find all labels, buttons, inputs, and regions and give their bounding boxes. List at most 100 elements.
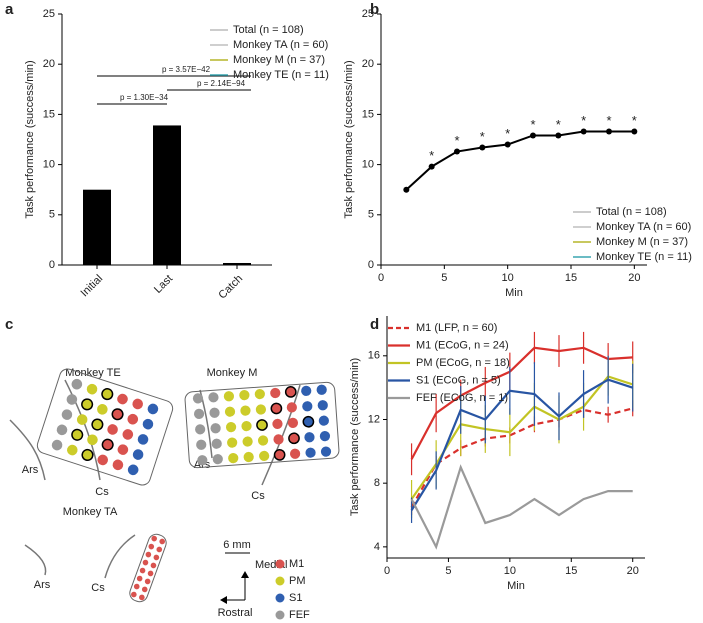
- legend-label: FEF: [289, 609, 310, 621]
- electrode: [225, 422, 237, 433]
- legend-label: Monkey TA (n = 60): [233, 39, 328, 51]
- legend-label: FEF (ECoG, n = 1): [416, 392, 508, 404]
- x-axis-label: Min: [507, 580, 525, 592]
- electrode: [254, 388, 265, 400]
- electrode: [71, 428, 84, 441]
- significance-marker: *: [581, 113, 586, 128]
- electrode: [56, 424, 68, 436]
- electrode: [87, 434, 98, 446]
- legend-label: PM: [289, 575, 306, 587]
- legend-label: Monkey TE (n = 11): [233, 69, 329, 81]
- series-line: [410, 375, 634, 500]
- array-outline: [129, 533, 167, 603]
- electrode: [193, 408, 205, 419]
- electrode: [301, 385, 312, 396]
- electrode: [224, 406, 236, 417]
- panel-label: d: [370, 316, 379, 333]
- x-tick-label: 5: [445, 565, 451, 577]
- point: [555, 132, 562, 139]
- x-tick-label: 15: [565, 272, 577, 284]
- electrode: [76, 414, 88, 425]
- y-tick-label: 5: [49, 209, 55, 221]
- legend-label: Total (n = 108): [233, 24, 304, 36]
- series-line: [410, 407, 633, 508]
- electrode: [270, 387, 281, 399]
- x-tick-label: 5: [441, 272, 447, 284]
- electrode: [117, 393, 128, 405]
- legend-label: Monkey TA (n = 60): [596, 221, 691, 233]
- electrode: [147, 403, 159, 415]
- electrode-array: [36, 368, 174, 486]
- array-title: Monkey M: [207, 367, 258, 379]
- electrode: [112, 459, 124, 471]
- point: [454, 148, 460, 155]
- y-tick-label: 20: [362, 58, 374, 70]
- y-tick-label: 0: [368, 259, 374, 271]
- significance-marker: *: [505, 126, 510, 141]
- x-axis-label: Min: [505, 287, 523, 299]
- electrode: [284, 386, 297, 398]
- electrode: [270, 402, 283, 415]
- electrode: [209, 407, 220, 418]
- electrode: [148, 543, 155, 550]
- electrode: [81, 398, 94, 411]
- y-tick-label: 5: [368, 209, 374, 221]
- y-tick-label: 25: [43, 8, 55, 20]
- electrode: [131, 591, 137, 598]
- sulcus: [104, 534, 136, 579]
- sulcus: [64, 379, 101, 481]
- electrode: [86, 383, 98, 395]
- electrode: [150, 562, 157, 569]
- electrode: [208, 392, 219, 403]
- legend-label: Monkey M (n = 37): [233, 54, 325, 66]
- electrode: [122, 429, 134, 440]
- electrode: [145, 551, 152, 558]
- region-label: Cs: [91, 582, 105, 594]
- y-tick-label: 10: [43, 159, 55, 171]
- region-label: Ars: [22, 464, 39, 476]
- point: [403, 186, 410, 193]
- electrode: [133, 583, 140, 590]
- x-tick-label: 10: [504, 565, 516, 577]
- electrode: [67, 444, 78, 456]
- electrode: [97, 404, 108, 415]
- electrode: [288, 432, 300, 445]
- arrow-head: [220, 596, 227, 604]
- y-tick-label: 15: [43, 108, 55, 120]
- y-tick-label: 4: [374, 541, 380, 553]
- electrode: [127, 413, 139, 425]
- electrode: [137, 434, 149, 445]
- electrode: [97, 454, 108, 466]
- y-axis-label: Task performance (success/min): [24, 60, 36, 218]
- electrode: [197, 455, 208, 466]
- electrode: [240, 405, 251, 416]
- panel-label: b: [370, 1, 379, 18]
- legend-label: PM (ECoG, n = 18): [416, 357, 510, 369]
- point: [606, 128, 612, 135]
- series-line: [410, 378, 634, 511]
- array-title: Monkey TE: [65, 367, 120, 379]
- electrode: [289, 448, 301, 459]
- electrode: [151, 535, 157, 542]
- sulcus: [24, 544, 47, 576]
- electrode: [319, 431, 331, 442]
- electrode: [132, 449, 144, 460]
- electrode: [227, 437, 238, 448]
- electrode: [228, 452, 239, 464]
- electrode: [101, 388, 114, 401]
- electrode: [192, 393, 204, 404]
- bar: [83, 189, 111, 265]
- electrode: [136, 575, 143, 582]
- x-tick-label: Last: [152, 273, 175, 296]
- array-outline: [36, 368, 174, 486]
- point: [504, 141, 511, 148]
- electrode: [147, 570, 154, 577]
- array-title: Monkey TA: [63, 506, 118, 518]
- legend-dot: [275, 576, 285, 586]
- series-line: [410, 346, 633, 460]
- electrode: [318, 415, 329, 426]
- electrode: [257, 435, 269, 446]
- significance-marker: *: [632, 113, 637, 128]
